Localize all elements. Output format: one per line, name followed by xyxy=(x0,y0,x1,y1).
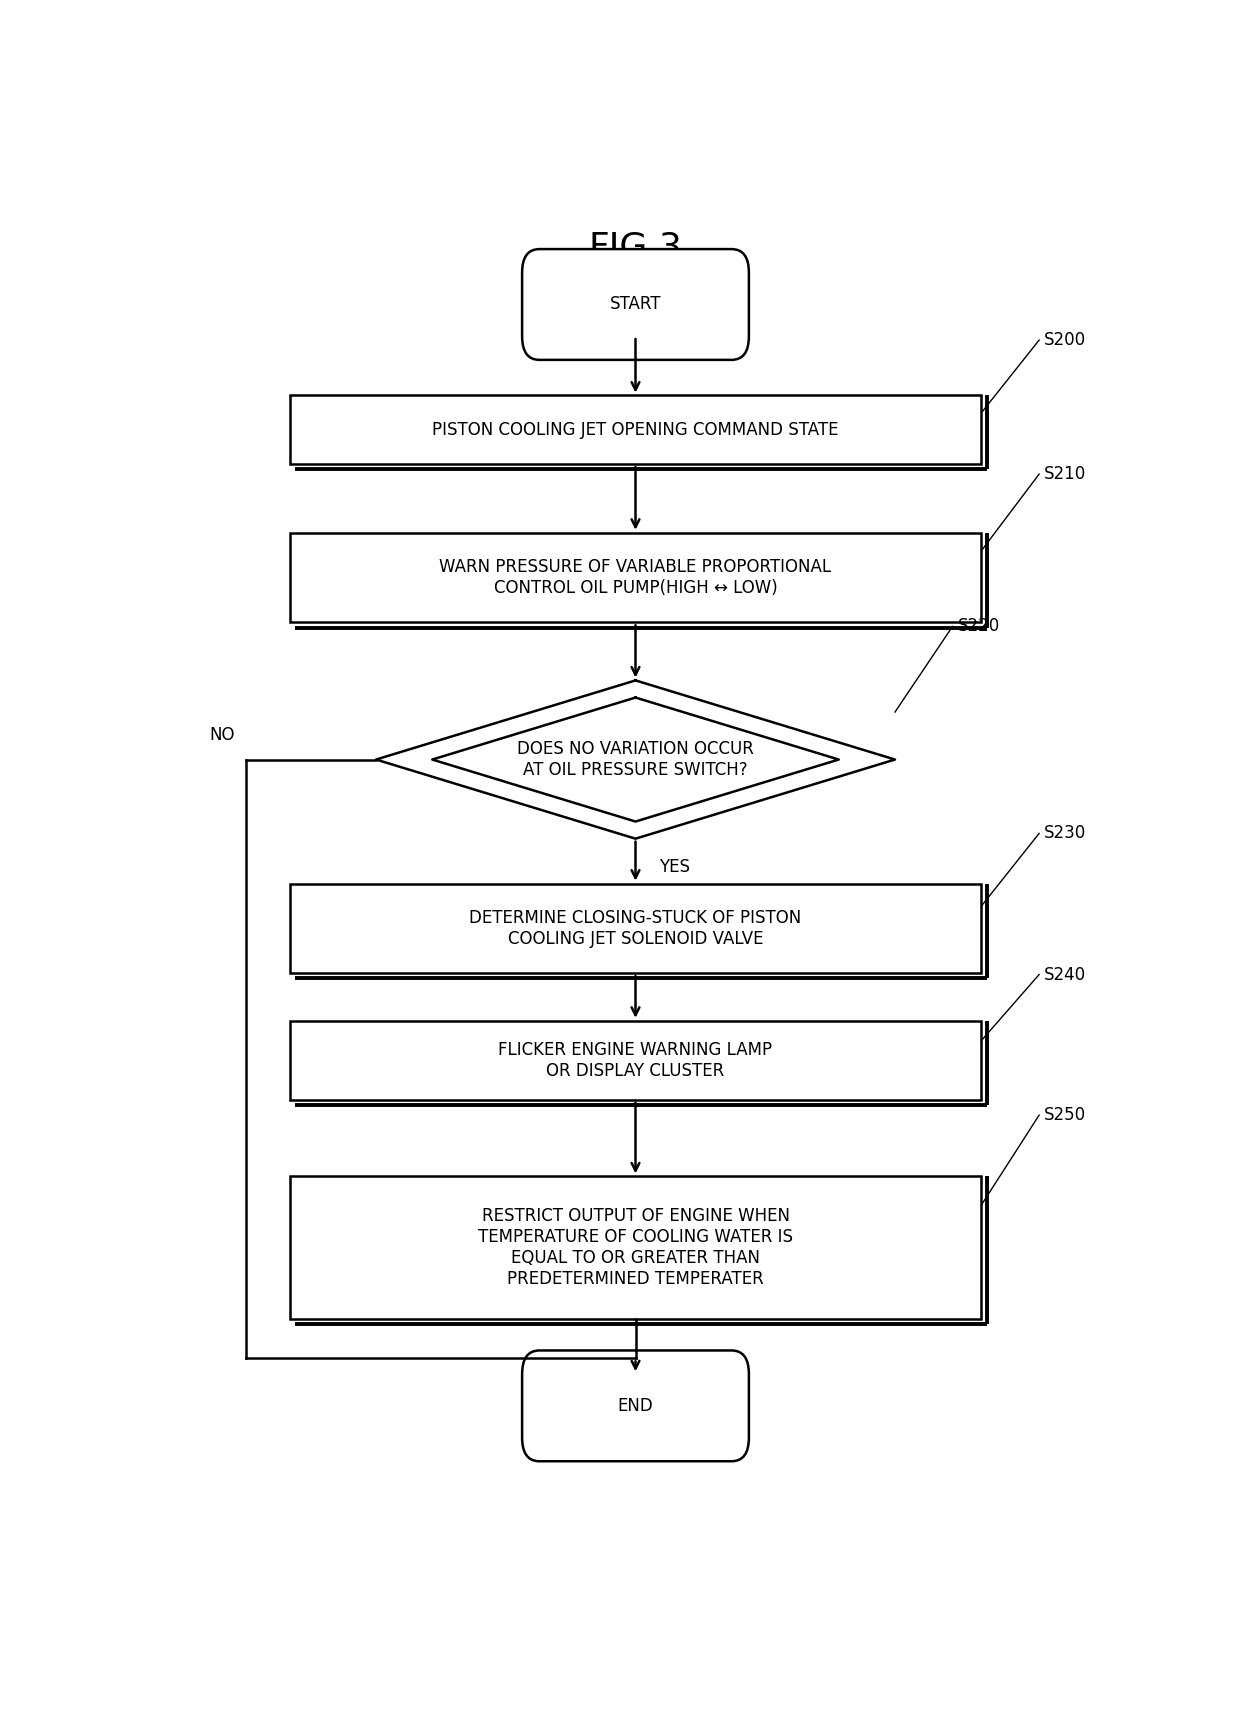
Bar xyxy=(290,1177,982,1319)
Bar xyxy=(290,396,982,464)
Text: S230: S230 xyxy=(1044,824,1086,843)
FancyBboxPatch shape xyxy=(522,248,749,360)
Text: PISTON COOLING JET OPENING COMMAND STATE: PISTON COOLING JET OPENING COMMAND STATE xyxy=(433,421,838,439)
Text: S250: S250 xyxy=(1044,1107,1086,1124)
Text: DOES NO VARIATION OCCUR
AT OIL PRESSURE SWITCH?: DOES NO VARIATION OCCUR AT OIL PRESSURE … xyxy=(517,740,754,779)
FancyBboxPatch shape xyxy=(522,1350,749,1461)
Text: RESTRICT OUTPUT OF ENGINE WHEN
TEMPERATURE OF COOLING WATER IS
EQUAL TO OR GREAT: RESTRICT OUTPUT OF ENGINE WHEN TEMPERATU… xyxy=(477,1208,794,1288)
Text: START: START xyxy=(610,295,661,313)
Text: FIG.3: FIG.3 xyxy=(589,231,682,266)
Text: FLICKER ENGINE WARNING LAMP
OR DISPLAY CLUSTER: FLICKER ENGINE WARNING LAMP OR DISPLAY C… xyxy=(498,1042,773,1079)
Bar xyxy=(290,1021,982,1100)
Text: END: END xyxy=(618,1396,653,1415)
Bar xyxy=(290,533,982,622)
Bar xyxy=(290,884,982,973)
Text: WARN PRESSURE OF VARIABLE PROPORTIONAL
CONTROL OIL PUMP(HIGH ↔ LOW): WARN PRESSURE OF VARIABLE PROPORTIONAL C… xyxy=(439,558,832,596)
Text: DETERMINE CLOSING-STUCK OF PISTON
COOLING JET SOLENOID VALVE: DETERMINE CLOSING-STUCK OF PISTON COOLIN… xyxy=(470,910,801,947)
Text: YES: YES xyxy=(660,858,691,877)
Text: S210: S210 xyxy=(1044,466,1086,483)
Text: S200: S200 xyxy=(1044,331,1086,349)
Text: S220: S220 xyxy=(957,617,999,636)
Text: NO: NO xyxy=(210,726,234,743)
Text: S240: S240 xyxy=(1044,966,1086,983)
